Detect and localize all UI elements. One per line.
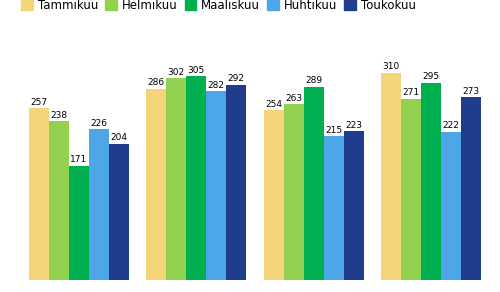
Bar <box>226 85 246 280</box>
Bar <box>88 129 108 280</box>
Bar <box>382 73 402 280</box>
Text: 222: 222 <box>443 121 460 130</box>
Text: 263: 263 <box>285 94 302 103</box>
Bar <box>402 99 421 280</box>
Text: 204: 204 <box>110 133 127 142</box>
Text: 295: 295 <box>422 72 440 81</box>
Bar <box>69 166 88 280</box>
Text: 271: 271 <box>402 88 420 98</box>
Bar <box>206 91 226 280</box>
Text: 282: 282 <box>208 81 224 90</box>
Text: 171: 171 <box>70 155 87 164</box>
Text: 257: 257 <box>30 98 48 107</box>
Text: 254: 254 <box>266 100 282 109</box>
Bar <box>29 108 49 280</box>
Text: 238: 238 <box>50 111 68 119</box>
Bar <box>324 136 344 280</box>
Text: 305: 305 <box>188 66 205 75</box>
Text: 286: 286 <box>148 78 165 87</box>
Bar <box>264 110 284 280</box>
Bar <box>146 89 167 280</box>
Bar <box>49 121 69 280</box>
Text: 289: 289 <box>305 77 322 85</box>
Bar <box>441 132 461 280</box>
Bar <box>108 144 128 280</box>
Text: 223: 223 <box>345 121 362 130</box>
Bar <box>422 83 441 280</box>
Bar <box>284 104 304 280</box>
Legend: Tammikuu, Helmikuu, Maaliskuu, Huhtikuu, Toukokuu: Tammikuu, Helmikuu, Maaliskuu, Huhtikuu,… <box>16 0 420 17</box>
Text: 215: 215 <box>325 126 342 135</box>
Bar <box>304 87 324 280</box>
Bar <box>344 131 363 280</box>
Text: 292: 292 <box>228 74 244 84</box>
Text: 273: 273 <box>462 87 480 96</box>
Bar <box>461 98 481 280</box>
Bar <box>166 78 186 280</box>
Bar <box>186 76 206 280</box>
Text: 226: 226 <box>90 119 107 128</box>
Text: 302: 302 <box>168 68 185 77</box>
Text: 310: 310 <box>382 62 400 71</box>
